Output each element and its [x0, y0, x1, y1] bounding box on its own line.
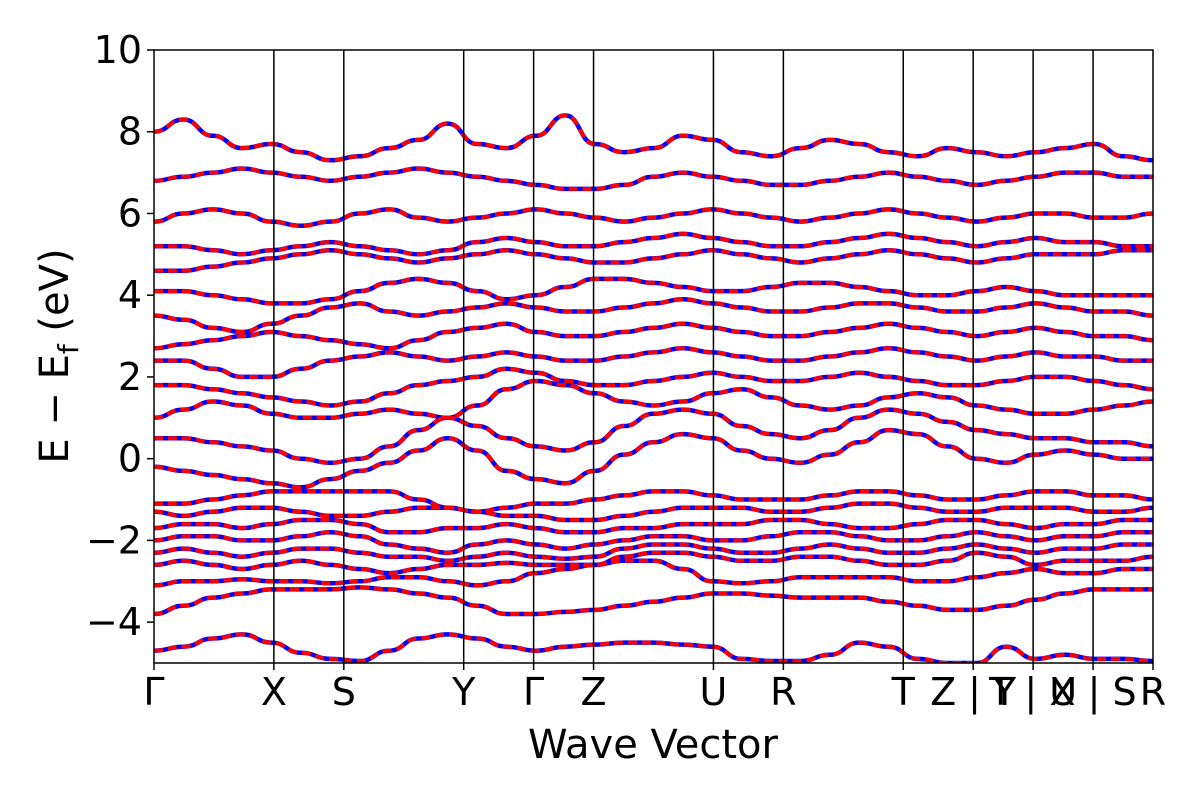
y-ticks: −4 −2 0 2 4 6 8 10: [86, 28, 154, 644]
x-tick-label-11: X | S: [1049, 670, 1136, 715]
red-band-14: [154, 321, 1153, 351]
y-tick-label-3: 2: [118, 355, 142, 399]
red-band-10: [154, 407, 1153, 465]
red-band-4: [154, 542, 1153, 563]
x-tick-label-5: Z: [581, 670, 607, 714]
red-band-15: [154, 297, 1153, 335]
x-tick-label-12: R: [1140, 670, 1166, 714]
red-band-12: [154, 366, 1153, 408]
red-band-20: [154, 166, 1153, 191]
y-tick-label-0: −4: [86, 600, 142, 644]
x-tick-label-8: T: [891, 670, 916, 714]
x-tick-label-4: Γ: [523, 670, 544, 714]
y-tick-label-6: 8: [118, 110, 142, 154]
blue-band-0: [154, 632, 1153, 663]
red-band-8: [154, 489, 1153, 514]
y-axis-label: E − Ef (eV): [32, 248, 85, 463]
x-tick-label-7: R: [770, 670, 796, 714]
y-axis-label-sub: f: [52, 343, 85, 354]
red-band-1: [154, 585, 1153, 617]
red-band-0: [154, 632, 1153, 663]
y-axis-label-unit: (eV): [32, 248, 78, 344]
y-tick-label-4: 4: [118, 273, 142, 317]
red-band-17: [154, 248, 1153, 273]
x-axis-label: Wave Vector: [528, 722, 779, 768]
x-tick-label-10: T | U: [988, 670, 1077, 715]
bands-layer: [154, 113, 1153, 663]
red-band-5: [154, 530, 1153, 555]
plot-frame: [153, 49, 1154, 664]
blue-band-21: [154, 113, 1153, 163]
red-band-16: [154, 276, 1153, 306]
red-band-9: [154, 428, 1153, 490]
x-tick-label-1: X: [261, 670, 287, 714]
y-axis-label-main: E − E: [32, 354, 78, 464]
x-tick-label-0: Γ: [143, 670, 164, 714]
blue-band-12: [154, 366, 1153, 408]
red-band-11: [154, 378, 1153, 420]
y-tick-label-2: 0: [118, 437, 142, 481]
x-tick-label-9: Z | Y: [930, 670, 1017, 715]
red-band-3: [154, 550, 1153, 576]
x-tick-label-2: S: [332, 670, 356, 714]
red-band-13: [154, 346, 1153, 379]
y-tick-label-1: −2: [86, 518, 142, 562]
red-band-18: [154, 231, 1153, 257]
red-band-7: [154, 501, 1153, 522]
red-band-6: [154, 518, 1153, 535]
kpoint-lines: [273, 50, 1094, 663]
y-tick-label-5: 6: [118, 191, 142, 235]
x-tick-label-3: Y: [451, 670, 476, 714]
red-band-2: [154, 558, 1153, 588]
red-band-19: [154, 207, 1153, 228]
y-tick-label-7: 10: [94, 28, 142, 72]
x-tick-label-6: U: [700, 670, 728, 714]
